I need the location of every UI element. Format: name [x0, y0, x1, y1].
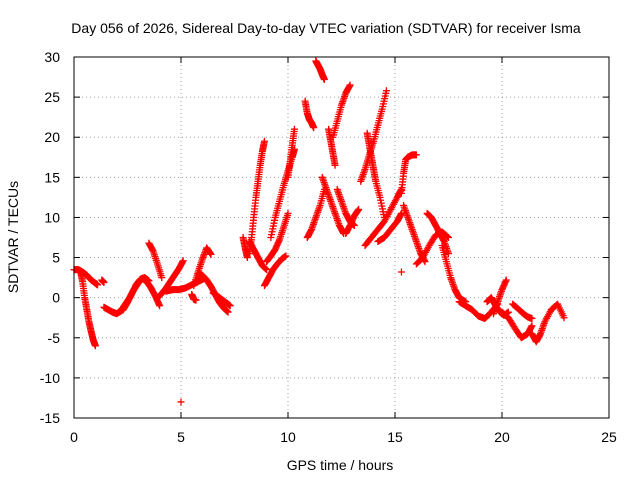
series-arc43 — [509, 301, 535, 322]
series-arc6 — [145, 240, 165, 281]
series-arc23 — [312, 58, 328, 83]
x-tick-label: 20 — [494, 429, 510, 445]
chart: Day 056 of 2026, Sidereal Day-to-day VTE… — [0, 0, 640, 480]
x-tick-label: 10 — [280, 429, 296, 445]
series-arc21 — [302, 98, 318, 131]
data-point — [398, 268, 405, 275]
data-point — [332, 162, 339, 169]
y-tick-label: 25 — [44, 89, 60, 105]
series-arc5 — [115, 274, 152, 315]
series-arc22 — [304, 186, 328, 241]
x-tick-label: 0 — [70, 429, 78, 445]
series-arc38 — [439, 242, 470, 305]
y-tick-label: -5 — [48, 330, 61, 346]
series-arc26 — [329, 82, 353, 141]
y-tick-label: 15 — [44, 169, 60, 185]
x-axis-label: GPS time / hours — [287, 457, 394, 473]
y-tick-label: 20 — [44, 129, 60, 145]
series-arc33 — [398, 268, 405, 275]
x-tick-label: 5 — [177, 429, 185, 445]
y-tick-label: -10 — [40, 370, 60, 386]
series-arc1 — [71, 266, 102, 288]
axis-ticks: 0 5 10 15 20 25 -15 -10 -5 0 5 10 15 20 25 30 — [40, 49, 617, 445]
chart-title: Day 056 of 2026, Sidereal Day-to-day VTE… — [71, 20, 581, 36]
y-tick-label: 0 — [52, 290, 60, 306]
plot-frame — [74, 57, 609, 418]
data-points — [71, 58, 568, 406]
grid — [74, 57, 609, 418]
data-point — [178, 398, 185, 405]
series-arc44 — [528, 301, 567, 346]
y-tick-label: -15 — [40, 410, 60, 426]
x-tick-label: 15 — [387, 429, 403, 445]
y-tick-label: 10 — [44, 209, 60, 225]
y-tick-label: 5 — [52, 250, 60, 266]
y-tick-label: 30 — [44, 49, 60, 65]
series-arc13 — [178, 398, 185, 405]
series-arc10 — [188, 291, 199, 304]
y-axis-label: SDTVAR / TECUs — [5, 181, 21, 293]
series-arc34 — [398, 151, 420, 197]
x-tick-label: 25 — [601, 429, 617, 445]
